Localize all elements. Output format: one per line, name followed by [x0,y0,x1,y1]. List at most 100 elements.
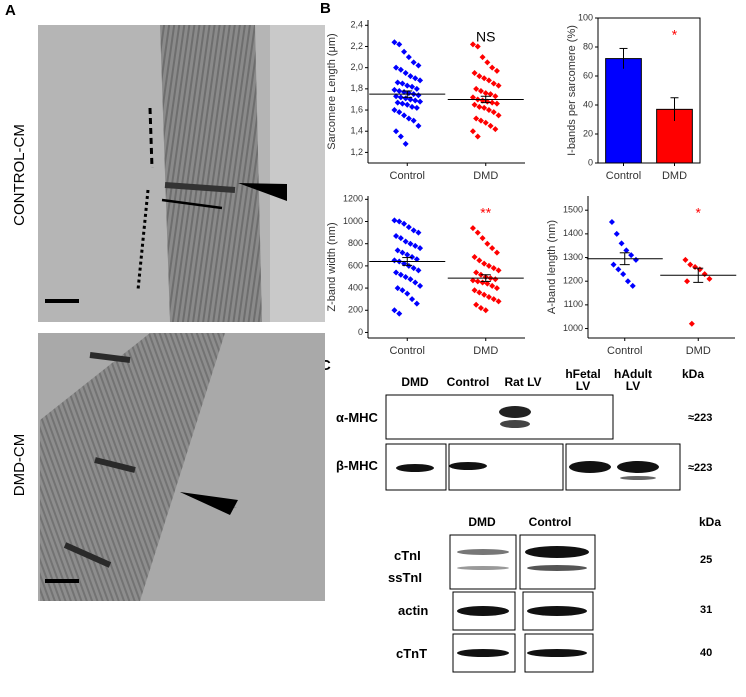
point [481,291,488,298]
point [492,93,499,100]
point [396,109,403,116]
blot-2 [449,534,596,673]
point [687,261,694,268]
y-tick-label: 1000 [563,323,583,333]
bar [605,58,642,164]
point [489,245,496,252]
point [469,225,476,232]
point [407,276,414,283]
point [417,77,424,84]
point [413,104,420,111]
y-tick-label: 1,8 [350,83,363,93]
point [476,103,483,110]
y-tick-label: 2,4 [350,20,363,30]
y-tick-label: 1300 [563,252,583,262]
x-tick-label: DMD [686,345,711,357]
y-tick-label: 800 [348,238,363,248]
point [682,256,689,263]
y-tick-label: 1100 [564,299,583,309]
point [393,128,400,135]
point [490,265,497,272]
point [482,119,489,126]
point [477,117,484,124]
point [413,300,420,307]
y-tick-label: 1,2 [350,147,363,157]
y-tick-label: 1200 [343,194,363,204]
point [401,48,408,55]
point [415,62,422,69]
y-tick-label: 40 [583,99,593,109]
y-axis-label: I-bands per sarcomere (%) [566,25,578,156]
y-tick-label: 200 [348,305,363,315]
point [405,224,412,231]
y-tick-label: 1400 [563,228,583,238]
point [410,59,417,66]
point [413,256,420,263]
point [397,66,404,73]
blot-kda: ≈223 [688,412,713,424]
point [404,82,411,89]
micrographs: CONTROL-CM DMD-CM [11,25,325,601]
point [402,273,409,280]
point [701,271,708,278]
point [493,249,500,256]
point [476,257,483,264]
point [394,99,401,106]
point [473,85,480,92]
point [397,94,404,101]
point [412,279,419,286]
point [624,278,631,285]
point [393,232,400,239]
point [473,269,480,276]
x-tick-label: Control [390,345,425,357]
point [393,93,400,100]
point [404,101,411,108]
point [629,282,636,289]
point [401,220,408,227]
blot-row-label: actin [398,603,429,618]
blot-1 [385,394,681,491]
y-tick-label: 2,0 [350,62,363,72]
point [706,275,713,282]
point [479,279,486,286]
point [495,298,502,305]
y-axis-label: Z-band width (nm) [326,222,338,311]
point [476,289,483,296]
point [613,230,620,237]
micrograph-label: DMD-CM [11,434,28,496]
panel-label: B [320,0,331,17]
point [490,109,497,116]
point [404,251,411,258]
point [402,140,409,147]
point [410,265,417,272]
chart: 1,2 1,4 1,6 1,8 2,0 2,2 2,4 Control DMD Sarcomere… [326,20,525,182]
blot-row-label: cTnI [394,548,421,563]
point [409,254,416,261]
point [490,80,497,87]
x-tick-label: DMD [473,345,498,357]
point [485,293,492,300]
point [396,87,403,94]
point [415,229,422,236]
y-tick-label: 1500 [563,205,583,215]
point [402,69,409,76]
blot-row-label: β-MHC [336,458,378,473]
point [471,287,478,294]
lane-label: hFetal LV [565,367,601,393]
point [474,43,481,50]
point [492,276,499,283]
y-tick-label: 600 [348,260,363,270]
point [610,261,617,268]
point [608,219,615,226]
point [482,90,489,97]
point [399,287,406,294]
lane-label: Control [528,515,572,529]
micrograph-control [38,25,325,322]
point [391,39,398,46]
kda-header: kDa [698,515,721,529]
point [474,133,481,140]
x-tick-label: Control [606,170,641,182]
blot-row-label: ssTnI [388,570,422,585]
point [484,280,491,287]
point [391,86,398,93]
